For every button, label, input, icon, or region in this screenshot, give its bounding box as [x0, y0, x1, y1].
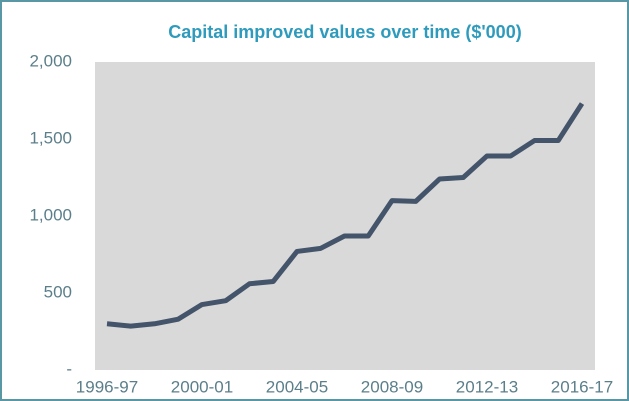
- y-tick-label: 1,000: [29, 205, 72, 224]
- x-tick-label: 2000-01: [171, 377, 233, 396]
- line: [106, 102, 585, 329]
- y-tick-label: 2,000: [29, 51, 72, 70]
- plot-area: [95, 62, 595, 370]
- chart-title: Capital improved values over time ($'000…: [168, 22, 521, 42]
- x-tick-label: 2012-13: [456, 377, 518, 396]
- y-tick-label: -: [66, 359, 72, 378]
- x-tick-label: 2008-09: [361, 377, 423, 396]
- y-tick-label: 1,500: [29, 128, 72, 147]
- x-tick-label: 2004-05: [266, 377, 328, 396]
- x-tick-label: 2016-17: [551, 377, 613, 396]
- x-tick-label: 1996-97: [76, 377, 138, 396]
- y-tick-label: 500: [44, 282, 72, 301]
